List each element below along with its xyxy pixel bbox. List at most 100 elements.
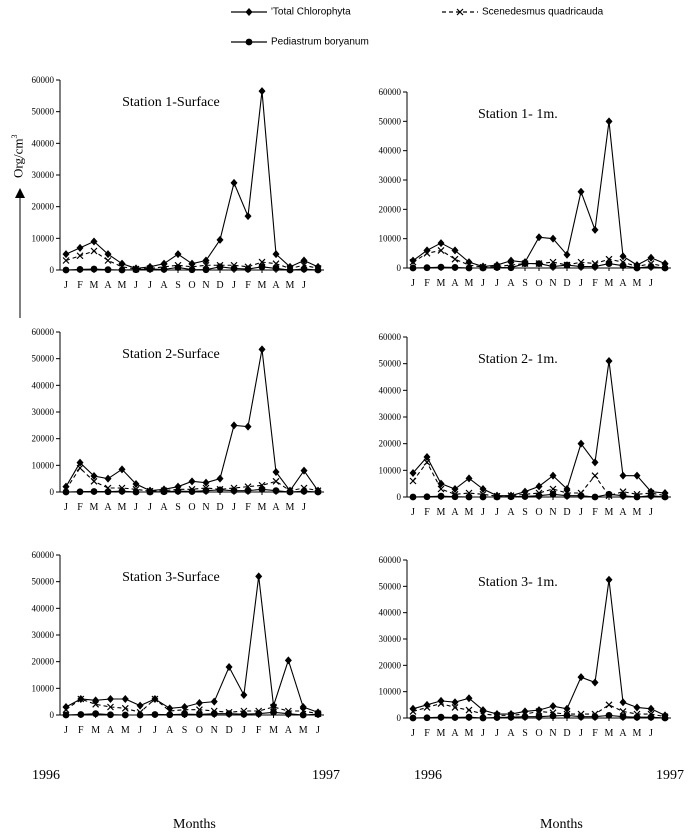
data-point (619, 698, 627, 707)
series-line (412, 579, 666, 716)
y-tick-label: 40000 (379, 146, 402, 156)
month-label: F (424, 507, 430, 518)
data-point (633, 703, 641, 712)
month-label: M (299, 725, 308, 736)
year-start-right: 1996 (414, 768, 442, 783)
month-label: M (118, 502, 127, 513)
data-point (647, 253, 655, 262)
data-point (563, 711, 571, 719)
data-point (633, 493, 641, 501)
y-tick-label: 50000 (379, 359, 402, 369)
data-point (244, 265, 252, 273)
data-point (272, 260, 280, 268)
data-point (118, 266, 126, 274)
data-point (76, 252, 84, 260)
data-point (244, 422, 252, 431)
data-point (605, 357, 613, 365)
data-point (591, 493, 599, 501)
data-point (132, 488, 140, 496)
month-label: A (507, 278, 515, 289)
month-label: N (549, 507, 556, 518)
month-label: J (134, 280, 138, 291)
data-point (479, 264, 487, 272)
data-point (521, 487, 529, 496)
y-tick-label: 20000 (32, 657, 55, 667)
month-label: J (64, 725, 68, 736)
month-label: M (633, 278, 642, 289)
y-tick-label: 40000 (379, 608, 402, 618)
data-point (146, 488, 154, 496)
data-point (62, 257, 70, 264)
data-point (507, 713, 515, 721)
month-label: J (148, 280, 152, 291)
y-tick-label: 60000 (379, 332, 402, 342)
month-label: D (225, 725, 232, 736)
month-label: F (424, 278, 430, 289)
month-label: M (465, 278, 474, 289)
y-tick-label: 30000 (379, 634, 402, 644)
data-point (272, 250, 280, 259)
data-point (196, 711, 203, 718)
data-point (451, 704, 459, 711)
year-end-left: 1997 (312, 768, 340, 783)
month-label: J (232, 502, 236, 513)
legend-label: Pediastrum boryanum (271, 36, 369, 48)
data-point (577, 492, 585, 500)
data-point (465, 713, 473, 721)
month-label: A (619, 278, 627, 289)
data-point (605, 117, 613, 126)
data-point (225, 710, 233, 718)
month-label: F (245, 502, 251, 513)
month-label: S (175, 280, 181, 291)
data-point (423, 458, 431, 466)
data-point (174, 250, 182, 259)
data-point (286, 488, 294, 496)
panel-title: Station 1- 1m. (478, 107, 558, 122)
data-point (216, 235, 224, 244)
data-point (507, 493, 515, 501)
month-label: O (196, 725, 203, 736)
month-label: M (465, 728, 474, 739)
month-label: A (451, 278, 459, 289)
data-point (314, 488, 322, 496)
data-point (270, 708, 277, 716)
data-point (104, 266, 112, 274)
month-label: A (107, 725, 115, 736)
data-point (151, 695, 159, 703)
data-point (465, 706, 473, 714)
data-point (258, 485, 266, 493)
y-tick-label: 50000 (379, 116, 402, 126)
month-label: J (64, 502, 68, 513)
month-label: J (134, 502, 138, 513)
y-tick-label: 10000 (379, 234, 402, 244)
legend-item-pediastrum-boryanum: Pediastrum boryanum (229, 36, 369, 48)
month-label: J (579, 507, 583, 518)
data-point (577, 187, 585, 196)
data-point (77, 711, 85, 718)
data-point (284, 656, 292, 665)
month-label: M (118, 280, 127, 291)
panel-title: Station 3-Surface (122, 570, 220, 585)
series-line (412, 360, 666, 497)
month-label: A (451, 507, 459, 518)
month-label: M (437, 278, 446, 289)
y-tick-label: 50000 (32, 354, 55, 364)
data-point (451, 255, 459, 263)
data-point (62, 266, 70, 274)
month-label: M (258, 280, 267, 291)
month-label: M (286, 280, 295, 291)
month-label: M (605, 507, 614, 518)
data-point (577, 713, 585, 721)
panel-title: Station 3- 1m. (478, 575, 558, 590)
month-label: J (411, 507, 415, 518)
data-point (90, 247, 98, 255)
month-label: J (302, 280, 306, 291)
month-label: D (216, 280, 223, 291)
month-label: F (592, 507, 598, 518)
data-point (647, 263, 655, 270)
